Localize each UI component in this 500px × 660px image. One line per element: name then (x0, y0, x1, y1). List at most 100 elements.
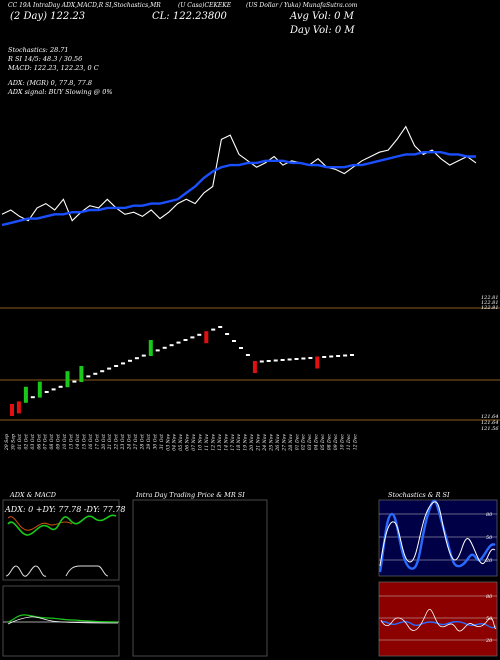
candle (16, 401, 21, 414)
stoch-tick-80: 80 (486, 512, 493, 518)
date-tick-label: 26 Nov (275, 434, 281, 452)
date-tick-label: 06 Oct (36, 434, 42, 450)
date-tick-label: 22 Oct (114, 434, 120, 451)
date-tick-label: 16 Oct (88, 434, 94, 450)
candle (44, 391, 49, 393)
date-tick-label: 02 Dec (301, 434, 307, 451)
candle (259, 360, 264, 363)
candle (322, 356, 327, 358)
date-tick-label: 27 Oct (133, 434, 139, 451)
day-vol-label: Day Vol: 0 M (290, 25, 355, 36)
candle (301, 357, 306, 360)
candle (197, 333, 202, 336)
close-label: CL: 122.23800 (152, 11, 227, 22)
candle (51, 388, 56, 391)
adx-info: ADX: (MGR) 0, 77.8, 77.8 (8, 79, 93, 87)
date-tick-label: 03 Dec (307, 434, 313, 451)
candle (245, 354, 250, 356)
candle (58, 385, 63, 388)
candle (128, 359, 132, 362)
date-tick-label: 29 Oct (146, 434, 152, 451)
candle (86, 375, 91, 378)
stoch-info: Stochastics: 28.71 (8, 46, 69, 54)
candle (211, 328, 216, 331)
candle (343, 354, 348, 357)
candle (190, 336, 195, 339)
candle (204, 331, 209, 344)
candle (134, 357, 139, 360)
axis-label-top-3: 122.81 (481, 305, 499, 311)
date-tick-label: 08 Oct (49, 434, 55, 450)
date-tick-label: 13 Oct (69, 434, 75, 450)
candle (93, 372, 98, 375)
rsi-info: R SI 14/5: 48.3 / 30.56 (8, 55, 83, 63)
macd-panel-frame (2, 585, 120, 657)
date-tick-label: 11 Nov (204, 434, 210, 451)
rsi-tick-50: 50 (486, 616, 493, 622)
axis-label-bot-3: 121.56 (481, 426, 499, 432)
date-tick-label: 10 Dec (339, 434, 345, 451)
date-tick-label: 21 Oct (107, 434, 113, 451)
date-tick-label: 30 Oct (152, 434, 158, 450)
date-tick-label: 03 Oct (30, 434, 36, 450)
axis-label-top-2: 122.81 (481, 300, 499, 306)
date-tick-label: 23 Oct (120, 434, 126, 451)
adx-white-wave (5, 565, 109, 577)
adx-panel-title: ADX & MACD (10, 491, 56, 499)
rsi-panel-frame (378, 581, 498, 657)
candle (336, 355, 341, 357)
date-tick-label: 27 Nov (281, 434, 287, 452)
candle (183, 339, 188, 341)
header-title-2: SI,Stochastics,MR (105, 2, 161, 9)
candle (169, 344, 174, 347)
date-tick-label: 05 Dec (320, 434, 326, 451)
adx-values-label: ADX: 0 +DY: 77.78 -DY: 77.78 (4, 505, 125, 514)
date-tick-label: 21 Nov (256, 434, 262, 452)
date-tick-label: 07 Oct (43, 434, 49, 450)
axis-label-bot-1: 121.64 (481, 414, 499, 420)
candle (287, 358, 292, 361)
candle (79, 366, 84, 382)
candle (176, 341, 181, 344)
rsi-white-line (380, 609, 497, 632)
candle (252, 361, 257, 373)
stoch-blue-line (378, 499, 496, 573)
date-tick-label: 12 Dec (352, 434, 358, 451)
rsi-blue-line (380, 620, 497, 629)
date-tick-label: 13 Nov (217, 434, 223, 451)
date-tick-label: 07 Nov (191, 434, 197, 451)
date-tick-label: 12 Nov (210, 434, 216, 451)
candle (350, 354, 354, 356)
candle (148, 340, 153, 356)
date-tick-label: 25 Nov (268, 434, 274, 452)
date-tick-label: 19 Nov (243, 434, 249, 451)
date-tick-label: 01 Dec (294, 434, 300, 451)
date-tick-label: 09 Oct (56, 434, 62, 450)
day-label: (2 Day) 122.23 (10, 11, 86, 22)
date-tick-label: 20 Nov (249, 434, 255, 452)
date-tick-label: 17 Nov (230, 434, 236, 451)
candle (72, 380, 77, 383)
date-tick-label: 30 Sep (10, 434, 16, 450)
date-tick-label: 28 Oct (140, 434, 146, 451)
date-tick-label: 15 Oct (81, 434, 87, 450)
axis-label-top-1: 122.81 (481, 295, 499, 301)
candle (315, 356, 320, 369)
date-tick-label: 04 Nov (172, 434, 178, 451)
date-tick-label: 06 Nov (185, 434, 191, 451)
date-tick-label: 10 Nov (198, 434, 204, 451)
macd-white-line (7, 616, 119, 625)
ma-line (1, 151, 476, 227)
date-tick-label: 14 Nov (223, 434, 229, 451)
date-tick-label: 01 Oct (17, 434, 23, 450)
adx-signal-info: ADX signal: BUY Slowing @ 0% (8, 88, 113, 96)
candle (100, 370, 105, 373)
candle (266, 360, 271, 362)
date-tick-label: 08 Dec (327, 434, 333, 451)
candle (162, 346, 167, 349)
date-tick-label: 17 Oct (94, 434, 100, 450)
candle (280, 359, 285, 361)
date-tick-label: 11 Dec (346, 434, 352, 451)
stoch-tick-50: 50 (486, 535, 493, 541)
